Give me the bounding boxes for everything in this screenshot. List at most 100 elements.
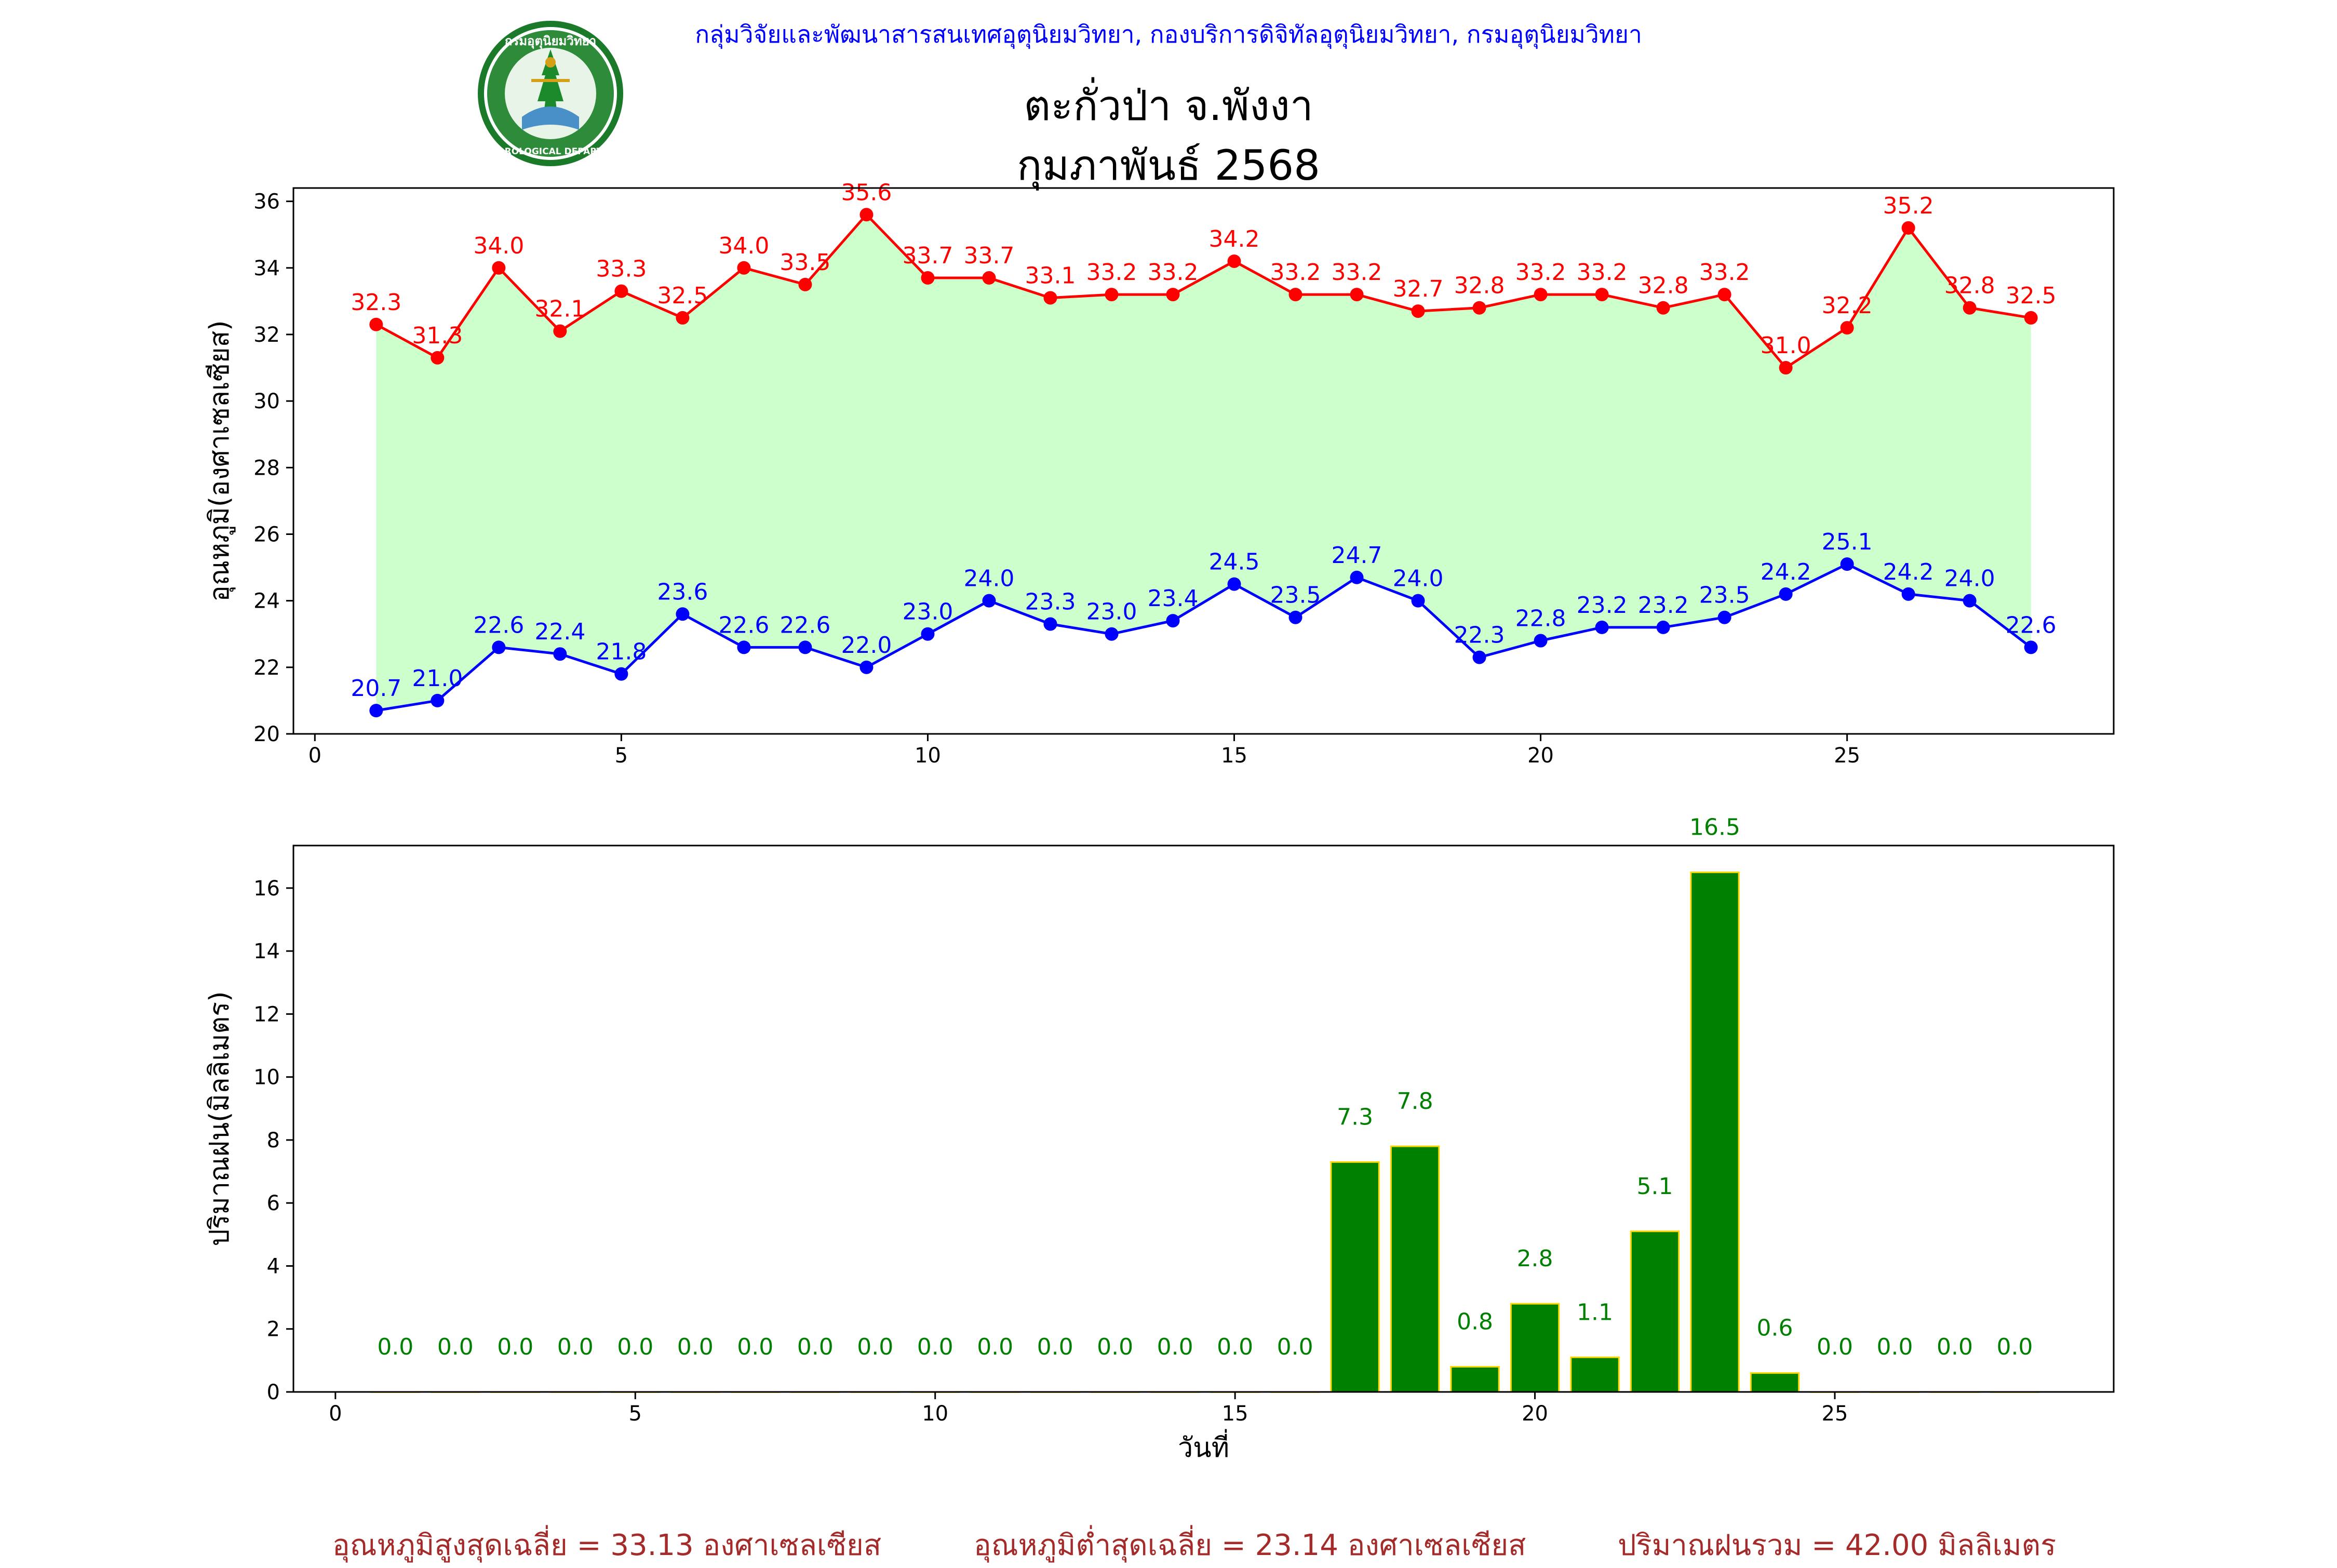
meteorological-department-logo: กรมอุตุนิยมวิทยา METEOROLOGICAL DEPARTME… [470,21,631,166]
min-temperature-point [431,693,445,707]
max-temperature-line [375,212,2032,370]
max-temperature-point [1105,288,1119,302]
max-temperature-point [1043,291,1057,305]
max-temperature-label: 34.0 [473,233,524,259]
temperature-y-axis-label: อุณหภูมิ(องศาเซลเซียส) [204,320,236,602]
max-temperature-point [1166,288,1180,302]
max-temperature-label: 33.3 [596,256,647,283]
max-temperature-point [1411,304,1425,318]
temperature-x-tick-label: 5 [615,744,628,768]
temperature-y-tick-label: 34 [253,257,280,280]
max-temperature-label: 32.5 [657,283,708,309]
temperature-range-fill [376,215,2031,711]
min-temperature-label: 22.8 [1515,606,1566,632]
max-temperature-point [1717,288,1731,302]
min-temperature-point [859,660,874,674]
min-temperature-point [492,640,506,654]
min-temperature-point [982,594,996,608]
min-temperature-point [369,704,383,718]
average-min-temperature: อุณหภูมิต่ำสุดเฉลี่ย = 23.14 องศาเซลเซีย… [974,1529,1526,1562]
max-temperature-point [676,311,690,325]
temperature-y-tick-label: 20 [253,722,280,746]
max-temperature-label: 33.2 [1332,259,1382,286]
total-rainfall: ปริมาณฝนรวม = 42.00 มิลลิเมตร [1618,1529,2057,1562]
max-temperature-label: 32.7 [1393,276,1444,302]
min-temperature-label: 22.0 [841,632,892,659]
max-temperature-label: 31.3 [412,323,463,349]
min-temperature-label: 22.6 [718,612,769,638]
chart-title-station: ตะกั่วป่า จ.พังงา [1024,82,1313,130]
min-temperature-point [1043,617,1057,631]
max-temperature-point [1227,254,1241,268]
min-temperature-label: 24.2 [1883,559,1934,585]
max-temperature-point [2024,311,2038,325]
min-temperature-point [1411,594,1425,608]
max-temperature-label: 31.0 [1761,332,1811,359]
min-temperature-label: 23.0 [902,599,953,625]
temperature-y-tick-label: 22 [253,656,280,680]
max-temperature-point [1472,301,1486,315]
chart-title-month: กุมภาพันธ์ 2568 [1016,141,1321,190]
max-temperature-point [1534,288,1548,302]
min-temperature-point [1595,620,1609,634]
min-temperature-label: 23.4 [1148,585,1199,612]
max-temperature-point [614,284,628,298]
max-temperature-label: 33.7 [902,243,953,269]
min-temperature-label: 22.6 [780,612,830,638]
max-temperature-point [431,351,445,365]
min-temperature-label: 21.0 [412,665,463,692]
min-temperature-point [553,647,567,661]
max-temperature-label: 32.3 [351,289,401,316]
temperature-y-tick-label: 28 [253,456,280,480]
max-temperature-label: 33.2 [1515,259,1566,286]
max-temperature-label: 32.5 [2006,283,2057,309]
min-temperature-point [676,607,690,621]
max-temperature-label: 33.2 [1270,259,1321,286]
logo-text-bottom: METEOROLOGICAL DEPARTMENT [470,146,631,157]
min-temperature-label: 25.1 [1822,529,1873,555]
min-temperature-point [1901,587,1915,601]
min-temperature-label: 23.2 [1577,592,1628,619]
temperature-x-tick-label: 15 [1221,744,1247,768]
temperature-plot-frame [292,187,2115,735]
temperature-x-tick-label: 25 [1834,744,1860,768]
min-temperature-point [737,640,751,654]
min-temperature-label: 24.0 [1944,566,1995,592]
max-temperature-point [553,324,567,338]
average-max-temperature: อุณหภูมิสูงสุดเฉลี่ย = 33.13 องศาเซลเซีย… [332,1529,882,1562]
min-temperature-line [375,562,2032,712]
max-temperature-label: 32.8 [1638,273,1689,299]
min-temperature-label: 22.6 [2006,612,2057,638]
min-temperature-label: 23.5 [1270,582,1321,609]
temperature-x-tick-label: 10 [915,744,941,768]
max-temperature-label: 33.2 [1148,259,1199,286]
max-temperature-point [921,271,935,285]
max-temperature-point [982,271,996,285]
temperature-y-tick-label: 36 [253,190,280,214]
max-temperature-label: 32.8 [1944,273,1995,299]
min-temperature-label: 23.2 [1638,592,1689,619]
min-temperature-label: 23.0 [1086,599,1137,625]
max-temperature-point [1656,301,1670,315]
min-temperature-label: 24.0 [963,566,1014,592]
temperature-x-tick-label: 20 [1527,744,1554,768]
min-temperature-label: 21.8 [596,639,647,665]
min-temperature-point [614,667,628,681]
max-temperature-label: 34.2 [1209,226,1260,252]
max-temperature-point [1840,321,1854,335]
min-temperature-point [1227,577,1241,591]
temperature-y-tick-label: 24 [253,589,280,613]
max-temperature-point [1901,221,1915,235]
temperature-y-tick-label: 30 [253,390,280,413]
max-temperature-point [1595,288,1609,302]
max-temperature-label: 33.2 [1577,259,1628,286]
max-temperature-label: 32.8 [1454,273,1505,299]
max-temperature-label: 35.6 [841,179,892,206]
min-temperature-point [1472,650,1486,664]
min-temperature-point [1105,627,1119,641]
min-temperature-point [798,640,812,654]
logo-text-top: กรมอุตุนิยมวิทยา [505,34,596,49]
min-temperature-label: 22.3 [1454,622,1505,649]
min-temperature-point [1534,634,1548,648]
